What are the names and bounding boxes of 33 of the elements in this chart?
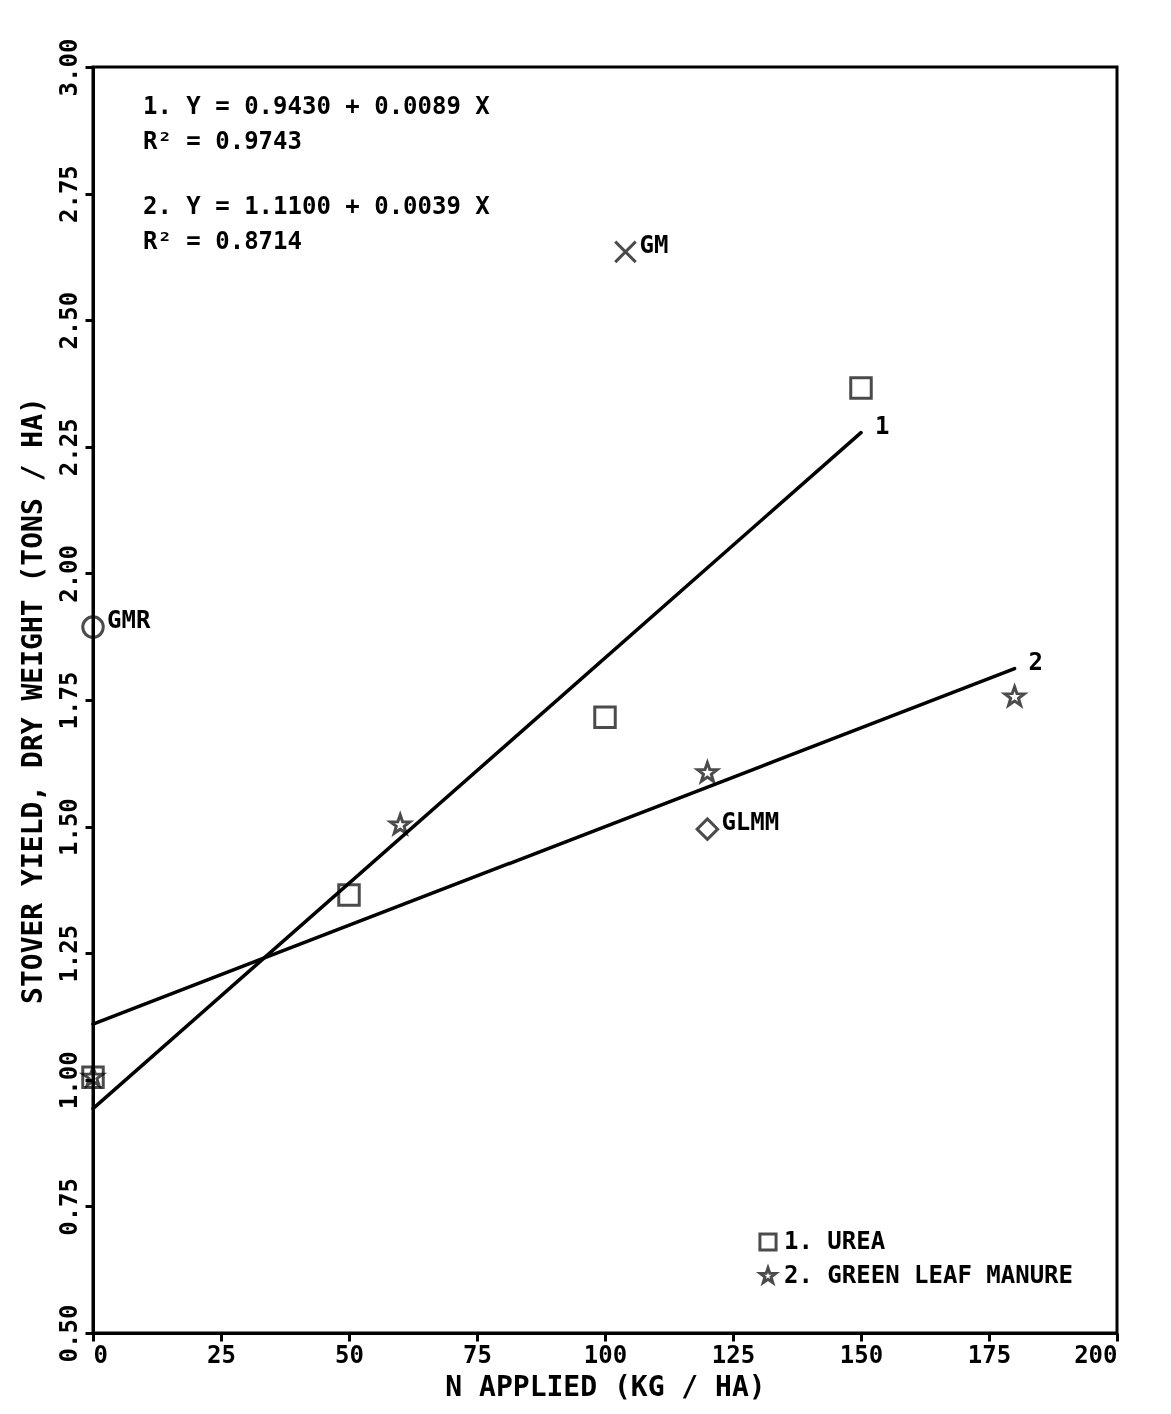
annotation: 2 [1028,647,1044,676]
y-tick-label: 1.50 [54,798,83,856]
y-tick-label: 2.50 [54,291,83,350]
x-tick-label: 100 [583,1340,628,1369]
annotation: 2. Y = 1.1100 + 0.0039 X [143,192,491,220]
y-tick-label: 1.75 [54,671,83,730]
y-tick-label: 2.75 [54,165,83,223]
annotation: GLMM [721,808,780,837]
y-tick-label: 0.50 [54,1304,83,1363]
x-tick-label: 0 [93,1340,108,1369]
y-tick-label: 0.75 [54,1178,83,1236]
x-tick-label: 75 [463,1340,492,1369]
x-tick-label: 50 [335,1340,364,1369]
x-tick-label: 200 [1074,1340,1118,1369]
x-tick-label: 175 [967,1340,1012,1369]
y-axis-title: STOVER YIELD, DRY WEIGHT (TONS / HA) [15,397,49,1004]
x-tick-label: 25 [207,1340,236,1369]
y-tick-label: 3.00 [54,38,83,97]
legend-label: 1. UREA [784,1227,886,1255]
annotation: 1 [875,411,890,440]
y-tick-label: 1.25 [54,924,83,983]
annotation: 1. Y = 0.9430 + 0.0089 X [143,92,491,120]
y-tick-label: 1.00 [54,1051,83,1110]
legend-label: 2. GREEN LEAF MANURE [784,1261,1073,1289]
annotation: GMR [107,606,151,635]
x-axis-title: N APPLIED (KG / HA) [445,1369,766,1403]
annotation: R² = 0.9743 [143,127,302,155]
y-tick-label: 2.00 [54,545,83,603]
x-tick-label: 150 [839,1340,884,1369]
x-tick-label: 125 [711,1340,756,1369]
annotation: R² = 0.8714 [143,227,302,255]
y-tick-label: 2.25 [54,418,83,477]
annotation: GM [639,230,669,259]
